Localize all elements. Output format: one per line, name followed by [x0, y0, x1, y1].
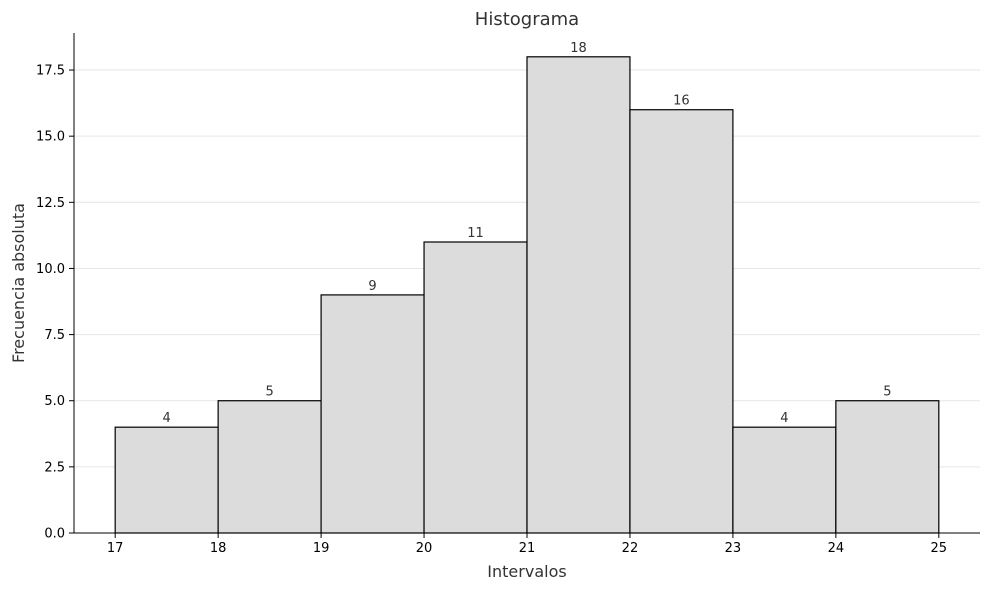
bar-value-label: 5: [265, 385, 273, 400]
x-tick-label: 19: [313, 541, 330, 556]
y-tick-label: 12.5: [36, 196, 65, 211]
histogram-bar: [217, 400, 322, 534]
x-tick-label: 24: [828, 541, 845, 556]
y-tick-label: 17.5: [36, 64, 65, 79]
x-tick-label: 18: [210, 541, 227, 556]
bar-value-label: 9: [368, 279, 376, 294]
histogram-bar: [320, 294, 425, 534]
bar-value-label: 11: [467, 226, 484, 241]
histogram-bar: [114, 426, 219, 534]
bar-value-label: 16: [673, 94, 690, 109]
y-tick-label: 0.0: [44, 527, 65, 542]
y-tick-label: 10.0: [36, 262, 65, 277]
chart-title: Histograma: [475, 9, 579, 30]
x-tick-label: 25: [931, 541, 948, 556]
x-tick-label: 22: [622, 541, 639, 556]
histogram-bar: [526, 56, 631, 534]
bar-value-label: 18: [570, 41, 587, 56]
histogram-bar: [835, 400, 940, 534]
x-axis-title: Intervalos: [487, 562, 566, 581]
y-axis-title: Frecuencia absoluta: [9, 203, 28, 363]
y-tick-label: 15.0: [36, 130, 65, 145]
histogram-bar: [732, 426, 837, 534]
bar-value-label: 4: [163, 411, 171, 426]
y-tick-label: 7.5: [44, 328, 65, 343]
x-tick-label: 21: [519, 541, 536, 556]
bars-layer: [114, 56, 940, 534]
y-tick-label: 5.0: [44, 394, 65, 409]
data-labels-layer: 4 5 9 11 18 16 4 5: [163, 41, 892, 426]
axes-layer: 0.0 2.5 5.0 7.5 10.0 12.5 15.0 17.5 17 18 19 20 21 22…: [36, 33, 980, 556]
y-tick-label: 2.5: [44, 460, 65, 475]
bar-value-label: 4: [780, 411, 788, 426]
histogram-bar: [629, 109, 734, 534]
bar-value-label: 5: [883, 385, 891, 400]
x-tick-label: 20: [416, 541, 433, 556]
histogram-bar: [423, 241, 528, 534]
x-tick-label: 17: [107, 541, 124, 556]
x-tick-label: 23: [725, 541, 742, 556]
